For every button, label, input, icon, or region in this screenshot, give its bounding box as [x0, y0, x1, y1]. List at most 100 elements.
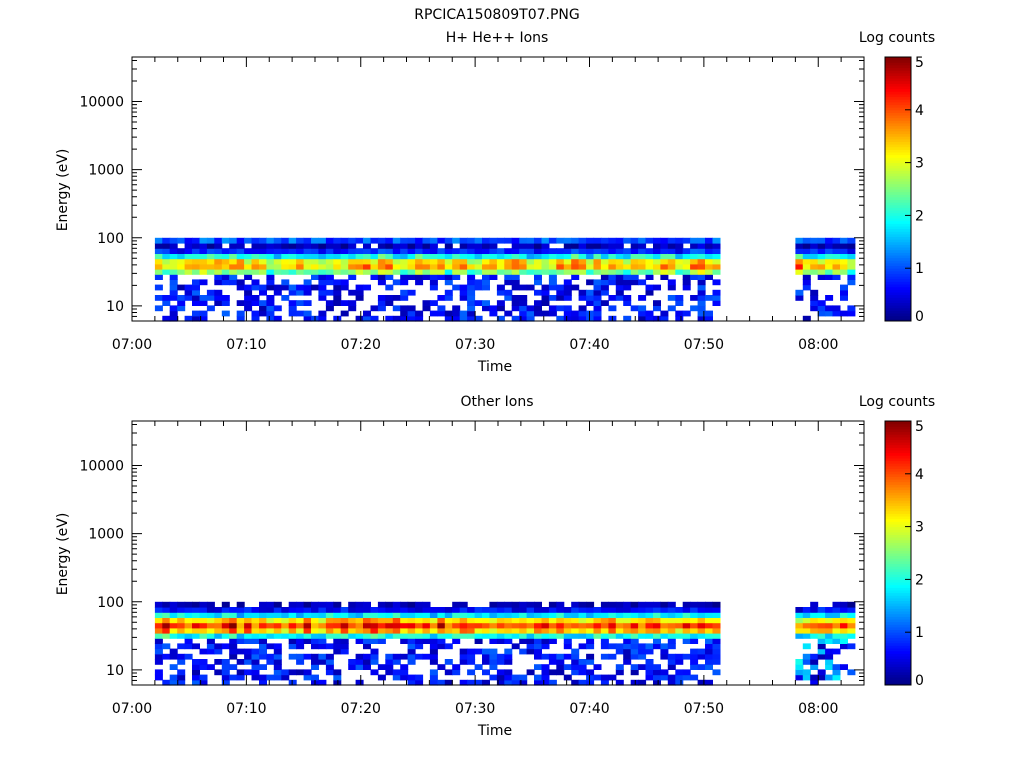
heatmap-cell: [615, 664, 624, 670]
heatmap-cell: [645, 643, 654, 650]
heatmap-cell: [467, 627, 476, 634]
heatmap-cell: [496, 627, 505, 634]
heatmap-cell: [489, 648, 498, 655]
heatmap-cell: [548, 237, 557, 244]
heatmap-cell: [266, 653, 275, 660]
heatmap-cell: [682, 248, 691, 254]
heatmap-cell: [437, 627, 446, 634]
heatmap-cell: [563, 622, 572, 629]
heatmap-cell: [377, 612, 386, 618]
heatmap-cell: [392, 612, 401, 618]
heatmap-cell: [847, 274, 856, 280]
heatmap-cell: [623, 617, 632, 624]
heatmap-cell: [177, 269, 186, 275]
heatmap-cell: [184, 633, 193, 639]
colorbar-segment: [885, 212, 911, 216]
heatmap-cell: [318, 279, 327, 286]
heatmap-cell: [333, 674, 342, 681]
heatmap-cell: [675, 263, 684, 270]
heatmap-cell: [825, 617, 834, 624]
heatmap-cell: [795, 669, 804, 676]
heatmap-cell: [840, 284, 848, 291]
heatmap-cell: [407, 305, 416, 312]
heatmap-cell: [400, 627, 409, 634]
heatmap-cell: [519, 627, 528, 634]
heatmap-cell: [474, 664, 483, 670]
heatmap-cell: [541, 622, 550, 629]
heatmap-cell: [795, 627, 804, 634]
heatmap-cell: [281, 674, 290, 681]
heatmap-cell: [489, 674, 498, 681]
heatmap-cell: [363, 258, 371, 265]
colorbar-segment: [885, 553, 911, 557]
heatmap-cell: [199, 269, 208, 275]
heatmap-cell: [214, 669, 223, 676]
heatmap-cell: [511, 263, 520, 270]
heatmap-cell: [199, 248, 208, 254]
heatmap-cell: [578, 310, 587, 317]
heatmap-cell: [392, 269, 401, 275]
heatmap-cell: [348, 237, 357, 244]
heatmap-cell: [318, 601, 327, 608]
heatmap-cell: [496, 315, 505, 322]
heatmap-cell: [348, 243, 357, 249]
heatmap-cell: [422, 612, 431, 618]
heatmap-cell: [563, 243, 572, 249]
heatmap-cell: [556, 237, 565, 244]
heatmap-cell: [519, 258, 528, 265]
heatmap-cell: [712, 627, 721, 634]
heatmap-cell: [467, 300, 476, 306]
heatmap-cell: [429, 638, 438, 644]
heatmap-cell: [444, 627, 453, 634]
heatmap-cell: [340, 617, 349, 624]
heatmap-cell: [660, 648, 669, 655]
heatmap-cell: [288, 653, 297, 660]
heatmap-cell: [467, 305, 476, 312]
heatmap-cell: [600, 612, 609, 618]
heatmap-cell: [422, 638, 431, 644]
heatmap-cell: [177, 659, 186, 665]
panel-title: Other Ions: [460, 394, 533, 410]
heatmap-cell: [154, 638, 163, 644]
heatmap-cell: [638, 622, 647, 629]
heatmap-cell: [556, 253, 565, 260]
heatmap-cell: [660, 627, 669, 634]
colorbar-segment: [885, 487, 911, 491]
heatmap-cell: [385, 284, 394, 291]
heatmap-cell: [653, 633, 661, 639]
heatmap-cell: [377, 279, 386, 286]
heatmap-cell: [712, 617, 721, 624]
heatmap-cell: [296, 263, 305, 270]
heatmap-cell: [474, 622, 483, 629]
heatmap-cell: [534, 617, 542, 624]
heatmap-cell: [422, 607, 431, 613]
heatmap-cell: [548, 659, 557, 665]
heatmap-cell: [400, 274, 409, 280]
heatmap-cell: [534, 627, 542, 634]
heatmap-cell: [474, 638, 483, 644]
heatmap-cell: [690, 601, 699, 608]
heatmap-cell: [504, 679, 513, 686]
heatmap-cell: [325, 263, 334, 270]
heatmap-cell: [504, 638, 513, 644]
heatmap-cell: [244, 269, 253, 275]
heatmap-cell: [415, 315, 424, 322]
heatmap-cell: [847, 622, 856, 629]
heatmap-cell: [825, 310, 834, 317]
heatmap-cell: [333, 263, 342, 270]
heatmap-cell: [519, 300, 528, 306]
heatmap-cell: [407, 310, 416, 317]
heatmap-cell: [459, 679, 468, 686]
heatmap-cell: [459, 612, 468, 618]
heatmap-cell: [519, 310, 528, 317]
heatmap-cell: [273, 648, 282, 655]
heatmap-cell: [437, 258, 446, 265]
heatmap-cell: [690, 607, 699, 613]
figure-title: RPCICA150809T07.PNG: [414, 7, 579, 23]
heatmap-cell: [377, 664, 386, 670]
heatmap-cell: [541, 617, 550, 624]
heatmap-cell: [385, 664, 394, 670]
heatmap-cell: [415, 622, 424, 629]
heatmap-cell: [177, 669, 186, 676]
heatmap-cell: [296, 269, 305, 275]
